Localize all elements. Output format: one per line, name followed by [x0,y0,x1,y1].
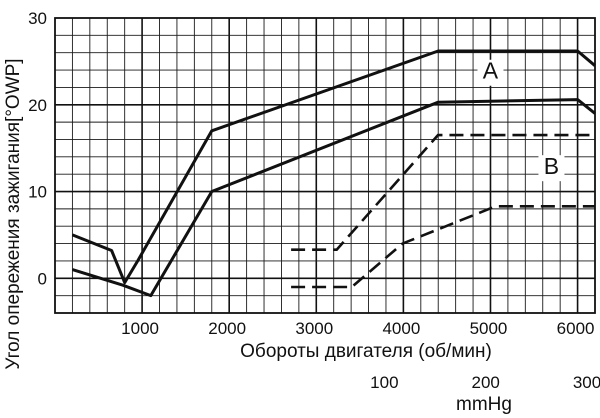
mmhg-tick-label: 300 [573,373,600,392]
curve-label-a: A [483,58,499,84]
x-axis-label: Обороты двигателя (об/мин) [240,341,492,362]
x-tick-label: 6000 [557,319,595,338]
series-b-dashed-upper [291,133,595,251]
curves [71,49,596,298]
x-tick-label: 5000 [470,319,508,338]
curve-labels: AB [477,58,565,182]
secondary-axis-label: mmHg [456,394,512,415]
y-tick-label: 30 [28,9,47,28]
y-tick-label: 0 [38,269,47,288]
y-tick-label: 10 [28,183,47,202]
x-tick-label: 3000 [295,319,333,338]
curve-label-background [538,155,565,182]
tick-labels: 1000 2000 3000 4000 5000 6000 0 10 20 30 100 200 300 [28,9,600,392]
x-tick-label: 1000 [121,319,159,338]
curve-label-b: B [544,153,559,179]
y-axis-label: Угол опережения зажигания[°OWP] [3,58,24,369]
x-tick-label: 2000 [208,319,246,338]
plot-frame [54,17,596,314]
curve-label-background [477,59,504,86]
mmhg-tick-label: 100 [370,373,398,392]
series-b-dashed-lower [291,205,595,289]
grid [54,17,596,314]
y-tick-label: 20 [28,96,47,115]
series-a-solid-lower [71,98,596,298]
x-tick-label: 4000 [382,319,420,338]
series-a-solid-upper [71,49,596,285]
mmhg-tick-label: 200 [471,373,499,392]
